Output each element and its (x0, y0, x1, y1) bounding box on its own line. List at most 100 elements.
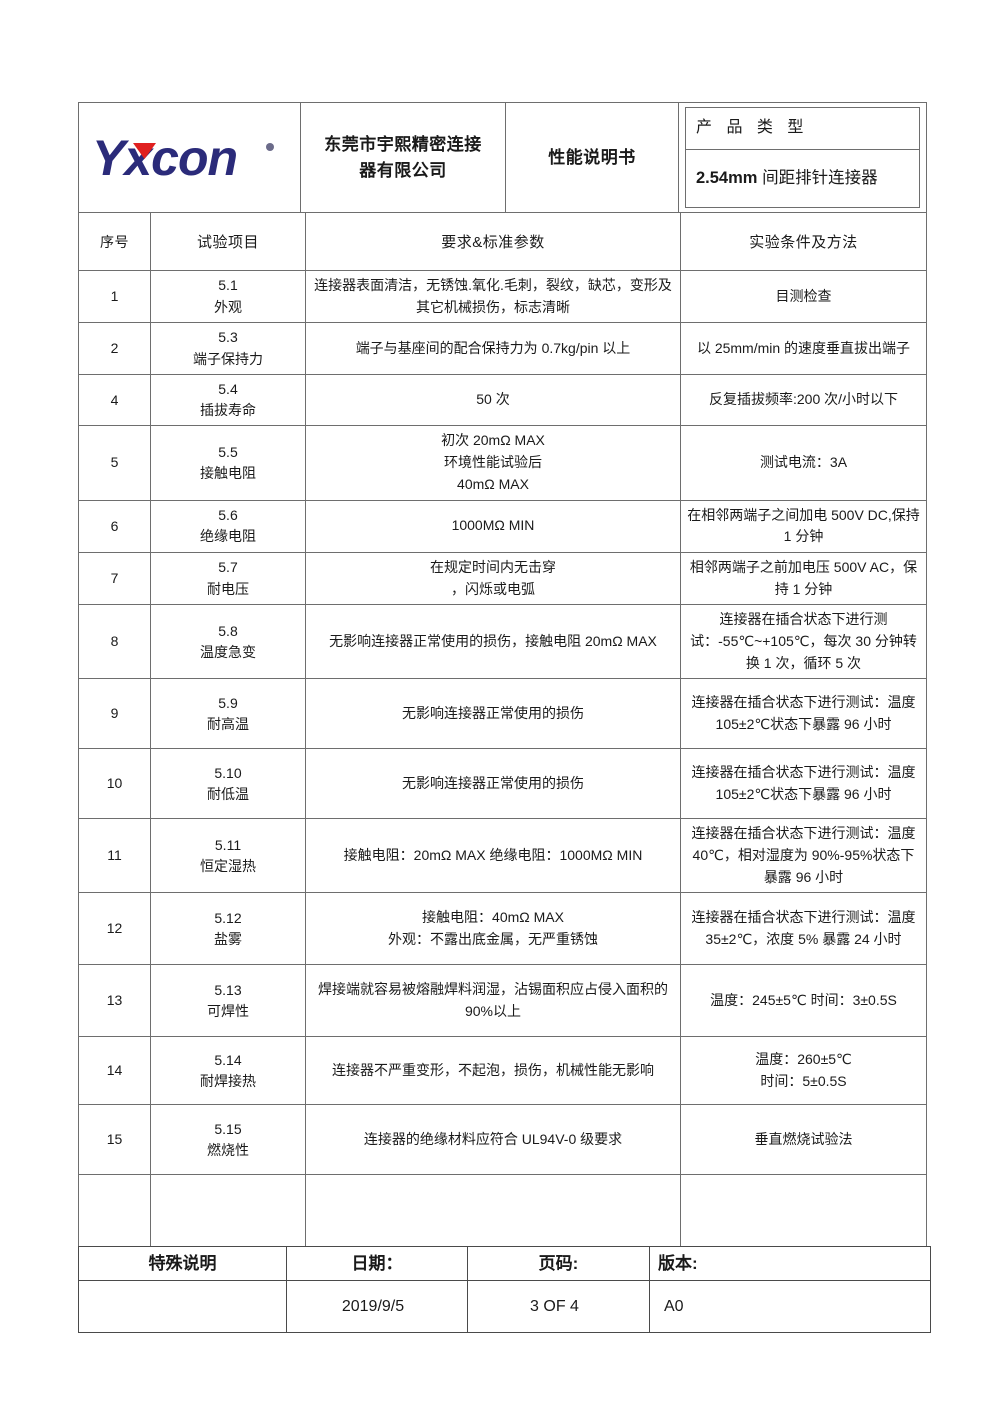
row-requirement: 接触电阻：20mΩ MAX 绝缘电阻：1000MΩ MIN (305, 818, 681, 894)
row-condition: 连接器在插合状态下进行测试：温度 40℃，相对湿度为 90%-95%状态下暴露 … (680, 818, 927, 894)
row-section: 5.7 (218, 559, 238, 576)
table-row: 1 5.1 外观 连接器表面清洁，无锈蚀.氧化.毛刺，裂纹，缺芯，变形及其它机械… (78, 269, 927, 324)
footer-date-text: 2019/9/5 (341, 1297, 405, 1315)
row-condition: 连接器在插合状态下进行测试：-55℃~+105℃，每次 30 分钟转换 1 次，… (680, 604, 927, 680)
row-requirement: 无影响连接器正常使用的损伤 (305, 748, 681, 820)
row-no: 4 (78, 373, 151, 427)
table-row: 7 5.7 耐电压 在规定时间内无击穿 ，闪烁或电弧 相邻两端子之前加电压 50… (78, 551, 927, 606)
row-requirement: 焊接端就容易被熔融焊料润湿，沾锡面积应占侵入面积的 90%以上 (305, 964, 681, 1038)
row-no (78, 1174, 151, 1248)
row-requirement: 无影响连接器正常使用的损伤，接触电阻 20mΩ MAX (305, 604, 681, 680)
row-test-item: 5.9 耐高温 (150, 678, 306, 750)
row-condition: 反复插拔频率:200 次/小时以下 (680, 373, 927, 427)
document-title-cell: 性能说明书 (505, 102, 679, 213)
footer-special-note-value (78, 1280, 287, 1334)
table-head: 序号 试验项目 要求&标准参数 实验条件及方法 (78, 212, 927, 271)
row-name: 耐电压 (207, 580, 249, 597)
row-requirement: 端子与基座间的配合保持力为 0.7kg/pin 以上 (305, 322, 681, 375)
table-row: 8 5.8 温度急变 无影响连接器正常使用的损伤，接触电阻 20mΩ MAX 连… (78, 604, 927, 680)
footer-page-text: 3 OF 4 (530, 1297, 579, 1315)
row-name: 耐高温 (207, 715, 249, 732)
row-name: 温度急变 (200, 643, 256, 660)
row-test-item: 5.8 温度急变 (150, 604, 306, 680)
row-test-item: 5.12 盐雾 (150, 892, 306, 966)
row-condition (680, 1174, 927, 1248)
row-no: 15 (78, 1104, 151, 1176)
row-condition: 连接器在插合状态下进行测试：温度 35±2℃，浓度 5% 暴露 24 小时 (680, 892, 927, 966)
row-test-item: 5.11 恒定湿热 (150, 818, 306, 894)
row-section: 5.9 (218, 694, 238, 711)
table-row: 9 5.9 耐高温 无影响连接器正常使用的损伤 连接器在插合状态下进行测试：温度… (78, 678, 927, 750)
table-row: 14 5.14 耐焊接热 连接器不严重变形，不起泡，损伤，机械性能无影响 温度：… (78, 1036, 927, 1106)
row-no: 13 (78, 964, 151, 1038)
row-no: 2 (78, 322, 151, 375)
row-section: 5.13 (214, 981, 242, 998)
row-requirement: 在规定时间内无击穿 ，闪烁或电弧 (305, 551, 681, 606)
row-condition: 相邻两端子之前加电压 500V AC，保持 1 分钟 (680, 551, 927, 606)
product-type-table: 产 品 类 型 2.54mm 间距排针连接器 (685, 107, 920, 208)
row-test-item: 5.7 耐电压 (150, 551, 306, 606)
product-type-value-row: 2.54mm 间距排针连接器 (685, 149, 920, 208)
logo-cell: Yxcon (78, 102, 301, 213)
table-row: 10 5.10 耐低温 无影响连接器正常使用的损伤 连接器在插合状态下进行测试：… (78, 748, 927, 820)
row-section: 5.12 (214, 909, 242, 926)
row-section: 5.6 (218, 506, 238, 523)
row-test-item: 5.10 耐低温 (150, 748, 306, 820)
table-row: 11 5.11 恒定湿热 接触电阻：20mΩ MAX 绝缘电阻：1000MΩ M… (78, 818, 927, 894)
table-row: 4 5.4 插拔寿命 50 次 反复插拔频率:200 次/小时以下 (78, 373, 927, 427)
footer-version-label: 版本: (649, 1246, 931, 1282)
row-name: 耐焊接热 (200, 1072, 256, 1089)
row-name: 恒定湿热 (200, 857, 256, 874)
row-name: 插拔寿命 (200, 402, 256, 419)
row-condition: 垂直燃烧试验法 (680, 1104, 927, 1176)
row-no: 12 (78, 892, 151, 966)
footer-page-value: 3 OF 4 (467, 1280, 650, 1334)
row-no: 6 (78, 499, 151, 553)
row-no: 7 (78, 551, 151, 606)
company-name-line2: 器有限公司 (359, 160, 447, 180)
row-name: 端子保持力 (193, 350, 263, 367)
row-no: 14 (78, 1036, 151, 1106)
table-header-row: 序号 试验项目 要求&标准参数 实验条件及方法 (78, 212, 927, 271)
row-no: 8 (78, 604, 151, 680)
document-title: 性能说明书 (548, 147, 636, 167)
table-row: 12 5.12 盐雾 接触电阻：40mΩ MAX 外观：不露出底金属，无严重锈蚀… (78, 892, 927, 966)
footer-version-text: A0 (664, 1297, 684, 1315)
row-test-item: 5.6 绝缘电阻 (150, 499, 306, 553)
row-test-item: 5.5 接触电阻 (150, 425, 306, 501)
row-condition: 连接器在插合状态下进行测试：温度 105±2℃状态下暴露 96 小时 (680, 748, 927, 820)
column-header-condition: 实验条件及方法 (680, 212, 927, 271)
row-section: 5.1 (218, 277, 238, 294)
table-row: 15 5.15 燃烧性 连接器的绝缘材料应符合 UL94V-0 级要求 垂直燃烧… (78, 1104, 927, 1176)
table-body: 1 5.1 外观 连接器表面清洁，无锈蚀.氧化.毛刺，裂纹，缺芯，变形及其它机械… (78, 269, 927, 1248)
document-page: Yxcon 东莞市宇熙精密连接 器有限公司 性能说明书 产 品 类 型 (78, 102, 931, 1334)
product-type-label-row: 产 品 类 型 (685, 107, 920, 150)
row-test-item: 5.14 耐焊接热 (150, 1036, 306, 1106)
company-logo: Yxcon (85, 108, 294, 208)
row-no: 5 (78, 425, 151, 501)
table-row: 2 5.3 端子保持力 端子与基座间的配合保持力为 0.7kg/pin 以上 以… (78, 322, 927, 375)
row-condition: 温度：245±5℃ 时间：3±0.5S (680, 964, 927, 1038)
row-name: 可焊性 (207, 1002, 249, 1019)
product-type-cell: 产 品 类 型 2.54mm 间距排针连接器 (678, 102, 927, 213)
row-test-item: 5.13 可焊性 (150, 964, 306, 1038)
row-section: 5.5 (218, 443, 238, 460)
document-footer-table: 特殊说明 日期： 页码: 版本: 2019/9/5 3 OF 4 A0 (78, 1246, 931, 1334)
company-name-cell: 东莞市宇熙精密连接 器有限公司 (300, 102, 506, 213)
row-requirement: 无影响连接器正常使用的损伤 (305, 678, 681, 750)
column-header-no: 序号 (78, 212, 151, 271)
row-section: 5.10 (214, 764, 242, 781)
row-no: 9 (78, 678, 151, 750)
row-condition: 以 25mm/min 的速度垂直拔出端子 (680, 322, 927, 375)
table-row: 13 5.13 可焊性 焊接端就容易被熔融焊料润湿，沾锡面积应占侵入面积的 90… (78, 964, 927, 1038)
row-no: 11 (78, 818, 151, 894)
row-test-item (150, 1174, 306, 1248)
document-header-table: Yxcon 东莞市宇熙精密连接 器有限公司 性能说明书 产 品 类 型 (78, 102, 927, 213)
row-name: 绝缘电阻 (200, 528, 256, 545)
footer-label-row: 特殊说明 日期： 页码: 版本: (78, 1246, 931, 1282)
footer-date-label: 日期： (286, 1246, 468, 1282)
row-requirement: 1000MΩ MIN (305, 499, 681, 553)
yxcon-logo-icon: Yxcon (92, 130, 274, 186)
row-section: 5.15 (214, 1120, 242, 1137)
row-section: 5.8 (218, 622, 238, 639)
